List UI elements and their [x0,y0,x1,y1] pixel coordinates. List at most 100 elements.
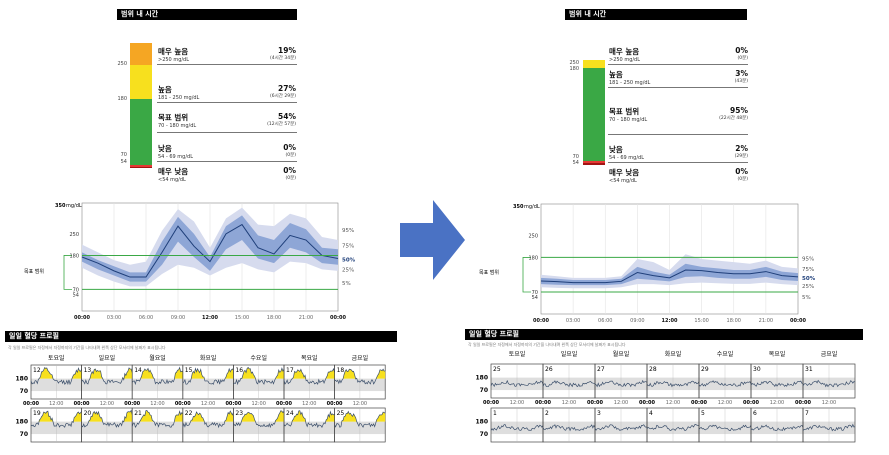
daily-x-label: 00:00 [225,401,241,407]
daily-high-fill [334,369,386,379]
agp-x-tick: 15:00 [694,318,708,324]
daily-y-label: 70 [480,387,488,394]
agp-x-tick: 12:00 [202,315,218,321]
pct-target: 95% (22시간 48분) [719,106,748,121]
day-date: 1 [493,410,497,417]
daily-subtitle: 각 일일 프로필은 자정에서 자정까지의 기간을 나타내며 왼쪽 상단 모서리에… [468,342,626,347]
day-date: 24 [286,410,294,417]
daily-x-label: 12:00 [150,401,164,407]
bar-low [130,165,152,167]
agp-x-tick: 12:00 [662,318,678,324]
divider [608,162,748,163]
agp-target-label: 목표 범위 [479,269,499,276]
daily-x-label: 00:00 [639,400,655,406]
day-date: 14 [134,367,142,374]
agp-median-line [81,223,339,278]
day-date: 31 [805,366,813,373]
daily-glucose-line [594,379,648,388]
agp-y-tick: 70 [532,290,538,296]
daily-y-label: 180 [475,419,488,426]
bar-tick-250: 250 [569,60,579,66]
daily-glucose-line [334,410,386,428]
daily-glucose-line [750,380,804,387]
daily-x-label: 12:00 [353,401,367,407]
day-date: 20 [84,410,92,417]
daily-glucose-line [698,424,752,431]
agp-x-tick: 18:00 [267,315,281,321]
pct-high: 27% (6시간 29분) [270,84,296,99]
daily-glucose-line [81,409,133,428]
day-date: 27 [597,366,605,373]
daily-x-label: 12:00 [822,400,836,406]
daily-x-label: 12:00 [614,400,628,406]
divider [157,161,297,162]
daily-glucose-line [698,380,752,387]
daily-glucose-line [233,366,285,386]
agp-y-top: 350 [55,203,66,209]
daily-x-label: 12:00 [510,400,524,406]
agp-percentile-label: 75% [802,267,814,273]
agp-percentile-label: 50% [342,258,356,264]
cat-very-low: 매우 낮음 <54 mg/dL [609,168,640,184]
cat-high: 높음 181 - 250 mg/dL [609,70,651,86]
daily-x-label: 12:00 [666,400,680,406]
daily-glucose-line [131,410,184,428]
divider [608,64,748,65]
agp-x-tick: 00:00 [790,318,806,324]
daily-glucose-line [750,424,804,431]
daily-glucose-line [646,424,700,432]
agp-y-unit: mg/dL [66,203,82,209]
tir-stacked-bar [130,43,152,168]
day-date: 17 [286,367,294,374]
day-date: 7 [805,410,809,417]
daily-x-label: 12:00 [562,400,576,406]
day-name: 일요일 [99,354,116,362]
day-date: 18 [337,367,345,374]
daily-x-label: 00:00 [327,401,343,407]
agp-y-tick: 180 [528,255,538,261]
tir-header: 범위 내 시간 [117,9,297,20]
agp-band-5-95 [82,207,338,287]
divider [608,134,748,135]
agp-target-label: 목표 범위 [24,268,44,275]
agp-x-tick: 06:00 [139,315,153,321]
bar-tick-180: 180 [117,96,127,102]
day-date: 3 [597,410,601,417]
agp-y-tick: 54 [532,295,538,301]
daily-glucose-line [81,367,133,385]
day-date: 12 [33,367,41,374]
agp-percentile-label: 25% [802,284,814,290]
bar-tick-180: 180 [569,66,579,72]
day-date: 19 [33,410,41,417]
agp-x-tick: 21:00 [759,318,773,324]
daily-glucose-line [182,367,234,385]
cat-very-high: 매우 높음 >250 mg/dL [158,47,190,63]
day-date: 30 [753,366,761,373]
bar-very-high [130,43,152,65]
daily-header: 일일 혈당 프로필 [5,331,397,342]
pct-very-low: 0% (0분) [283,166,296,181]
day-date: 5 [701,410,705,417]
daily-glucose-line [594,424,648,432]
divider [157,64,297,65]
day-name: 목요일 [769,350,786,358]
day-date: 15 [185,367,193,374]
daily-x-label: 00:00 [691,400,707,406]
agp-y-tick: 180 [69,253,79,259]
daily-high-fill [233,367,284,379]
daily-glucose-line [30,367,82,386]
daily-high-fill [334,411,386,422]
bar-low [583,161,605,163]
bar-high [583,60,605,68]
daily-y-label: 180 [475,375,488,382]
daily-x-label: 00:00 [535,400,551,406]
day-name: 월요일 [149,354,166,362]
pct-low: 2% (29분) [734,144,748,159]
cat-very-low: 매우 낮음 <54 mg/dL [158,167,189,183]
daily-y-label: 180 [15,376,28,383]
daily-x-label: 00:00 [587,400,603,406]
daily-x-label: 00:00 [175,401,191,407]
cat-target: 목표 범위 70 - 180 mg/dL [609,107,648,123]
agp-x-tick: 00:00 [533,318,549,324]
